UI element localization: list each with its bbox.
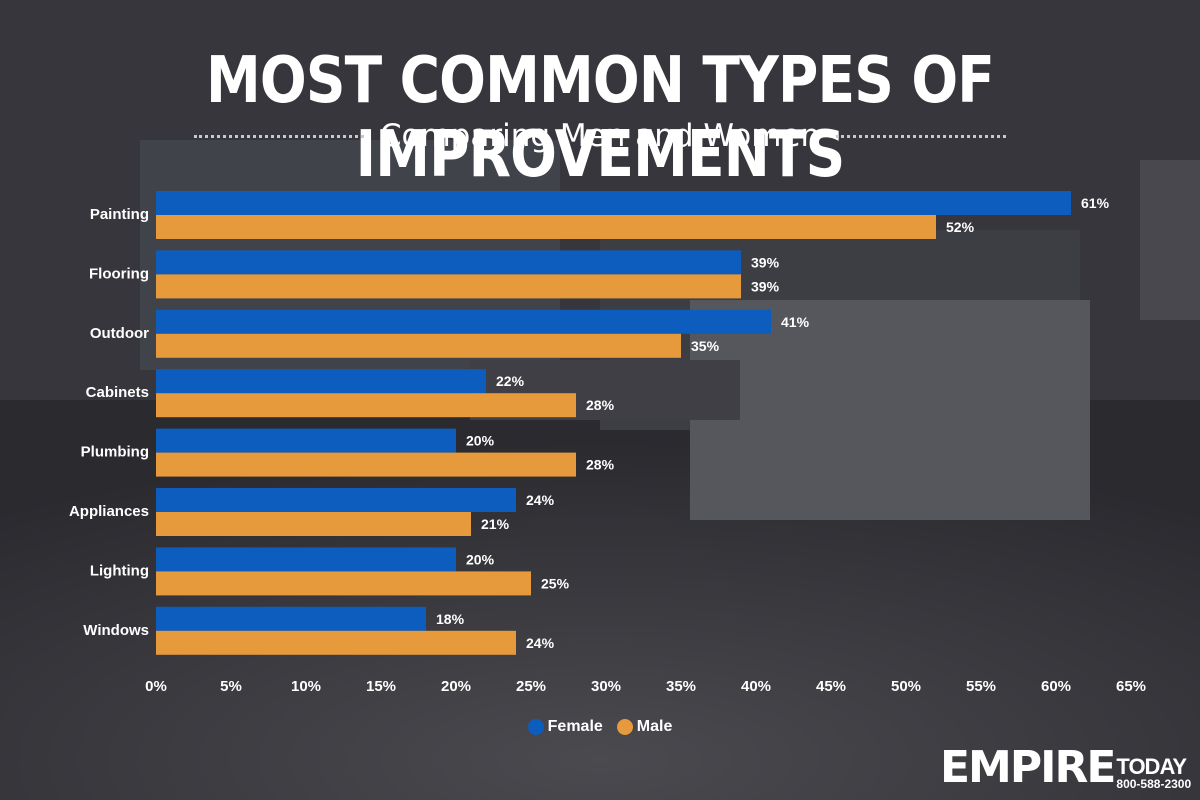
category-label: Flooring	[89, 265, 149, 282]
x-tick-label: 20%	[441, 678, 471, 695]
x-tick-label: 30%	[591, 678, 621, 695]
legend-label-male: Male	[636, 718, 673, 735]
logo-side: TODAY 800-588-2300	[1116, 754, 1192, 791]
bar-male	[156, 452, 576, 477]
bar-male	[156, 393, 576, 418]
legend-swatch-male	[616, 719, 633, 735]
data-label-female: 22%	[496, 373, 525, 389]
x-tick-label: 15%	[366, 678, 396, 695]
x-tick-label: 35%	[666, 678, 696, 695]
data-label-female: 41%	[781, 314, 810, 330]
legend-item-female: Female	[527, 718, 603, 736]
data-label-male: 24%	[526, 635, 555, 651]
x-tick-label: 10%	[291, 678, 321, 695]
brand-logo: EMPIRE TODAY 800-588-2300	[940, 740, 1192, 793]
category-label: Plumbing	[81, 444, 149, 461]
page-title: MOST COMMON TYPES OF IMPROVEMENTS	[206, 44, 995, 192]
x-tick-label: 50%	[891, 678, 921, 695]
x-tick-label: 0%	[145, 678, 167, 695]
data-label-male: 39%	[751, 278, 780, 294]
bar-female	[156, 191, 1071, 215]
data-label-male: 52%	[946, 219, 975, 235]
data-label-female: 24%	[526, 492, 555, 508]
data-label-female: 20%	[466, 433, 495, 449]
logo-phone: 800-588-2300	[1116, 777, 1192, 791]
x-tick-label: 40%	[741, 678, 771, 695]
subtitle-row: Comparing Men and Women	[0, 116, 1200, 156]
category-label: Windows	[83, 622, 149, 639]
bar-female	[156, 547, 456, 572]
bar-female	[156, 369, 486, 394]
data-label-male: 28%	[586, 397, 615, 413]
chart-legend: Female Male	[0, 714, 1200, 740]
bar-female	[156, 606, 426, 631]
legend-label-female: Female	[547, 718, 603, 735]
category-label: Appliances	[69, 503, 149, 520]
data-label-female: 61%	[1081, 195, 1110, 211]
data-label-female: 39%	[751, 254, 780, 270]
bar-male	[156, 512, 471, 536]
data-label-male: 21%	[481, 516, 510, 532]
x-tick-label: 5%	[220, 678, 242, 695]
bar-female	[156, 428, 456, 453]
logo-brand: EMPIRE	[940, 742, 1116, 793]
category-label: Lighting	[90, 562, 149, 579]
bar-male	[156, 274, 741, 299]
bar-female	[156, 309, 771, 334]
bar-male	[156, 333, 681, 358]
x-tick-label: 60%	[1041, 678, 1071, 695]
category-label: Painting	[90, 206, 149, 223]
logo-tagline: TODAY	[1116, 754, 1187, 779]
dotted-divider-left	[193, 134, 364, 138]
legend-swatch-female	[527, 719, 544, 735]
bar-female	[156, 488, 516, 512]
category-label: Outdoor	[90, 325, 149, 342]
page-subtitle: Comparing Men and Women	[379, 118, 821, 154]
dotted-divider-right	[836, 134, 1007, 138]
bar-male	[156, 215, 936, 239]
bar-male	[156, 630, 516, 655]
x-tick-label: 65%	[1116, 678, 1146, 695]
x-tick-label: 45%	[816, 678, 846, 695]
data-label-male: 35%	[691, 338, 720, 354]
data-label-male: 25%	[541, 575, 570, 591]
category-label: Cabinets	[86, 384, 149, 401]
data-label-female: 20%	[466, 551, 495, 567]
x-tick-label: 55%	[966, 678, 996, 695]
bar-male	[156, 571, 531, 596]
bar-female	[156, 250, 741, 275]
data-label-male: 28%	[586, 457, 615, 473]
legend-item-male: Male	[616, 718, 673, 736]
data-label-female: 18%	[436, 611, 465, 627]
x-tick-label: 25%	[516, 678, 546, 695]
